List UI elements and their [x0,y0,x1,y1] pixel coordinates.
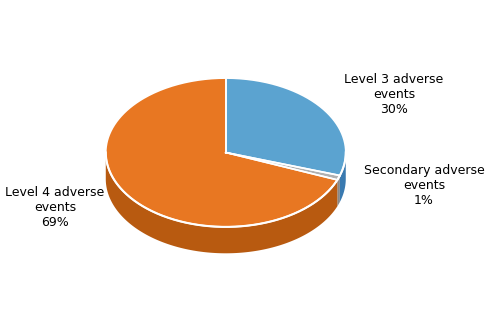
Polygon shape [106,153,337,253]
Text: Level 3 adverse
events
30%: Level 3 adverse events 30% [344,73,443,116]
Polygon shape [226,78,346,176]
Polygon shape [226,152,340,180]
Polygon shape [340,153,346,202]
Text: Level 4 adverse
events
69%: Level 4 adverse events 69% [5,186,105,229]
Polygon shape [337,176,340,206]
Polygon shape [106,78,337,227]
Text: Secondary adverse
events
1%: Secondary adverse events 1% [364,164,484,207]
